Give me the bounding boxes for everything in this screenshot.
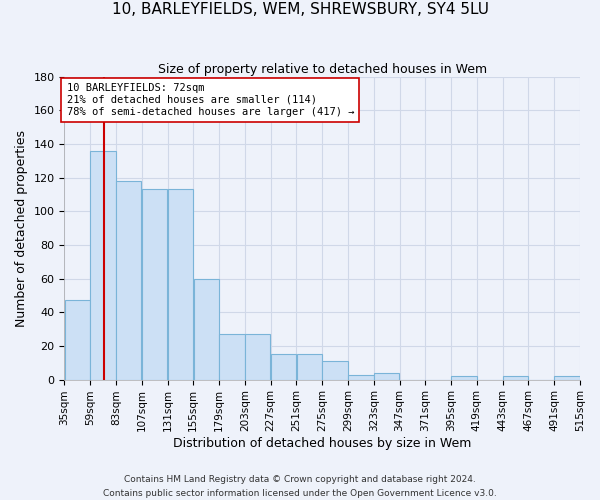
- Bar: [348, 374, 374, 380]
- Bar: [296, 354, 322, 380]
- Bar: [65, 300, 90, 380]
- Bar: [554, 376, 580, 380]
- Bar: [271, 354, 296, 380]
- Bar: [91, 150, 116, 380]
- Bar: [116, 181, 142, 380]
- Bar: [374, 373, 399, 380]
- Bar: [503, 376, 528, 380]
- Y-axis label: Number of detached properties: Number of detached properties: [15, 130, 28, 326]
- Bar: [220, 334, 245, 380]
- Bar: [322, 361, 348, 380]
- Bar: [168, 190, 193, 380]
- Text: 10 BARLEYFIELDS: 72sqm
21% of detached houses are smaller (114)
78% of semi-deta: 10 BARLEYFIELDS: 72sqm 21% of detached h…: [67, 84, 354, 116]
- X-axis label: Distribution of detached houses by size in Wem: Distribution of detached houses by size …: [173, 437, 472, 450]
- Bar: [194, 278, 219, 380]
- Bar: [451, 376, 476, 380]
- Title: Size of property relative to detached houses in Wem: Size of property relative to detached ho…: [158, 62, 487, 76]
- Bar: [142, 190, 167, 380]
- Bar: [245, 334, 271, 380]
- Text: 10, BARLEYFIELDS, WEM, SHREWSBURY, SY4 5LU: 10, BARLEYFIELDS, WEM, SHREWSBURY, SY4 5…: [112, 2, 488, 18]
- Text: Contains HM Land Registry data © Crown copyright and database right 2024.
Contai: Contains HM Land Registry data © Crown c…: [103, 476, 497, 498]
